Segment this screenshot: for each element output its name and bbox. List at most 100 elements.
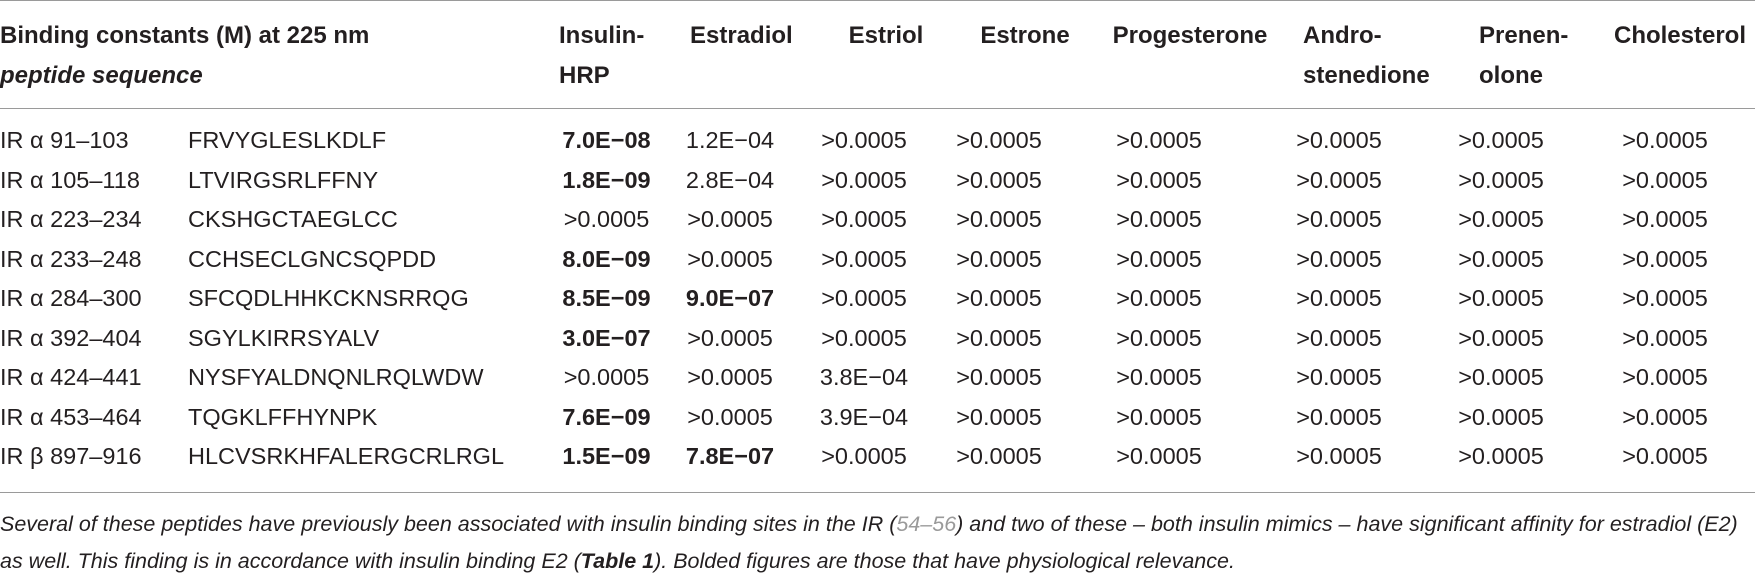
header-rule <box>0 108 1755 109</box>
table-footnote: Several of these peptides have previousl… <box>0 506 1750 580</box>
table-row: IR β 897–916 HLCVSRKHFALERGCRLRGL 1.5E−09 7… <box>0 437 1755 477</box>
cell-estrone: >0.0005 <box>956 403 1042 430</box>
cell-prenenolone: >0.0005 <box>1458 324 1544 351</box>
cell-estriol: >0.0005 <box>821 285 907 311</box>
row-label: IR α 284–300 <box>0 285 142 311</box>
cell-estradiol: >0.0005 <box>687 245 773 272</box>
col-header-estrone: Estrone <box>960 16 1090 56</box>
bottom-rule <box>0 492 1755 493</box>
cell-estrone: >0.0005 <box>956 206 1042 232</box>
cell-prenenolone: >0.0005 <box>1458 166 1544 193</box>
cell-prenenolone: >0.0005 <box>1458 245 1544 272</box>
table-row: IR α 392–404 SGYLKIRRSYALV 3.0E−07 >0.0005 >… <box>0 319 1755 359</box>
peptide-sequence: SFCQDLHHKCKNSRRQG <box>188 285 469 311</box>
col-header-progesterone: Progesterone <box>1100 16 1280 56</box>
cell-cholesterol: >0.0005 <box>1622 166 1708 193</box>
cell-progesterone: >0.0005 <box>1116 206 1202 232</box>
cell-estrone: >0.0005 <box>956 166 1042 193</box>
cell-estradiol: 2.8E−04 <box>685 166 775 193</box>
row-label: IR α 105–118 <box>0 166 140 193</box>
cell-estrone: >0.0005 <box>956 324 1042 351</box>
cell-progesterone: >0.0005 <box>1116 364 1202 390</box>
cell-cholesterol: >0.0005 <box>1622 443 1708 469</box>
cell-androstenedione: >0.0005 <box>1296 127 1382 153</box>
cell-estradiol: 7.8E−07 <box>685 443 775 469</box>
row-label: IR α 424–441 <box>0 364 142 390</box>
cell-estriol: >0.0005 <box>821 206 907 232</box>
cell-prenenolone: >0.0005 <box>1458 206 1544 232</box>
row-label: IR α 223–234 <box>0 206 142 232</box>
cell-prenenolone: >0.0005 <box>1458 364 1544 390</box>
cell-estradiol: 1.2E−04 <box>685 127 775 153</box>
cell-prenenolone: >0.0005 <box>1458 443 1544 469</box>
table-row: IR α 233–248 CCHSECLGNCSQPDD 8.0E−09 >0.000… <box>0 240 1755 280</box>
cell-estradiol: >0.0005 <box>687 324 773 351</box>
cell-progesterone: >0.0005 <box>1116 245 1202 272</box>
cell-insulin-hrp: 1.5E−09 <box>562 443 651 469</box>
cell-androstenedione: >0.0005 <box>1296 443 1382 469</box>
cell-cholesterol: >0.0005 <box>1622 324 1708 351</box>
cell-insulin-hrp: 3.0E−07 <box>562 324 651 351</box>
cell-estradiol: >0.0005 <box>687 403 773 430</box>
footnote-text: Several of these peptides have previousl… <box>0 512 897 536</box>
cell-prenenolone: >0.0005 <box>1458 403 1544 430</box>
cell-estriol: 3.9E−04 <box>819 403 909 430</box>
cell-progesterone: >0.0005 <box>1116 285 1202 311</box>
table-row: IR α 453–464 TQGKLFFHYNPK 7.6E−09 >0.0005 3.… <box>0 398 1755 438</box>
col-header-line2: stenedione <box>1303 62 1430 89</box>
cell-estrone: >0.0005 <box>956 245 1042 272</box>
cell-cholesterol: >0.0005 <box>1622 127 1708 153</box>
col-header-line1: Prenen- <box>1479 22 1569 49</box>
footnote-text: ). Bolded figures are those that have ph… <box>654 549 1235 573</box>
cell-androstenedione: >0.0005 <box>1296 324 1382 351</box>
cell-cholesterol: >0.0005 <box>1622 206 1708 232</box>
cell-estriol: >0.0005 <box>821 166 907 193</box>
col-header-line1: Andro- <box>1303 22 1382 49</box>
cell-estradiol: >0.0005 <box>687 206 773 232</box>
cell-progesterone: >0.0005 <box>1116 127 1202 153</box>
peptide-sequence: FRVYGLESLKDLF <box>188 127 387 153</box>
row-label: IR α 91–103 <box>0 127 129 153</box>
cell-progesterone: >0.0005 <box>1116 324 1202 351</box>
cell-androstenedione: >0.0005 <box>1296 245 1382 272</box>
col-header-line2: HRP <box>559 62 610 89</box>
col-header-insulin-hrp: Insulin- HRP <box>559 16 669 96</box>
cell-prenenolone: >0.0005 <box>1458 127 1544 153</box>
cell-estriol: >0.0005 <box>821 324 907 351</box>
peptide-sequence: CKSHGCTAEGLCC <box>188 206 398 232</box>
cell-estradiol: >0.0005 <box>687 364 773 390</box>
peptide-sequence: HLCVSRKHFALERGCRLRGL <box>188 443 505 469</box>
cell-cholesterol: >0.0005 <box>1622 403 1708 430</box>
peptide-sequence: TQGKLFFHYNPK <box>188 403 378 430</box>
row-label: IR α 453–464 <box>0 403 142 430</box>
col-header-line2: olone <box>1479 62 1543 89</box>
peptide-sequence: LTVIRGSRLFFNY <box>188 166 379 193</box>
cell-estrone: >0.0005 <box>956 364 1042 390</box>
cell-insulin-hrp: 1.8E−09 <box>562 166 651 193</box>
cell-insulin-hrp: >0.0005 <box>563 206 650 232</box>
cell-estradiol: 9.0E−07 <box>685 285 775 311</box>
col-header-line1: Insulin- <box>559 22 645 49</box>
cell-progesterone: >0.0005 <box>1116 403 1202 430</box>
table-row: IR α 105–118 LTVIRGSRLFFNY 1.8E−09 2.8E−04 >… <box>0 161 1755 201</box>
col-header-line1: Estrone <box>980 22 1070 49</box>
footnote-citation-link[interactable]: 54–56 <box>896 512 957 536</box>
cell-estriol: 3.8E−04 <box>819 364 909 390</box>
table-row: IR α 223–234 CKSHGCTAEGLCC >0.0005 >0.0005 >… <box>0 200 1755 240</box>
col-header-line1: Progesterone <box>1112 22 1268 49</box>
peptide-sequence: NYSFYALDNQNLRQLWDW <box>188 364 484 390</box>
cell-androstenedione: >0.0005 <box>1296 364 1382 390</box>
binding-table: IR α 91–103 FRVYGLESLKDLF 7.0E−08 1.2E−04 >0… <box>0 121 1755 477</box>
row-label: IR α 392–404 <box>0 324 142 351</box>
cell-estriol: >0.0005 <box>821 245 907 272</box>
col-header-estradiol: Estradiol <box>690 16 820 56</box>
cell-cholesterol: >0.0005 <box>1622 364 1708 390</box>
cell-estriol: >0.0005 <box>821 443 907 469</box>
cell-estrone: >0.0005 <box>956 443 1042 469</box>
peptide-sequence: CCHSECLGNCSQPDD <box>188 245 437 272</box>
cell-cholesterol: >0.0005 <box>1622 245 1708 272</box>
footnote-table-ref[interactable]: Table 1 <box>580 549 655 573</box>
cell-insulin-hrp: 7.6E−09 <box>562 403 651 430</box>
table-row: IR α 91–103 FRVYGLESLKDLF 7.0E−08 1.2E−04 >0… <box>0 121 1755 161</box>
header-subtitle: peptide sequence <box>0 62 203 89</box>
